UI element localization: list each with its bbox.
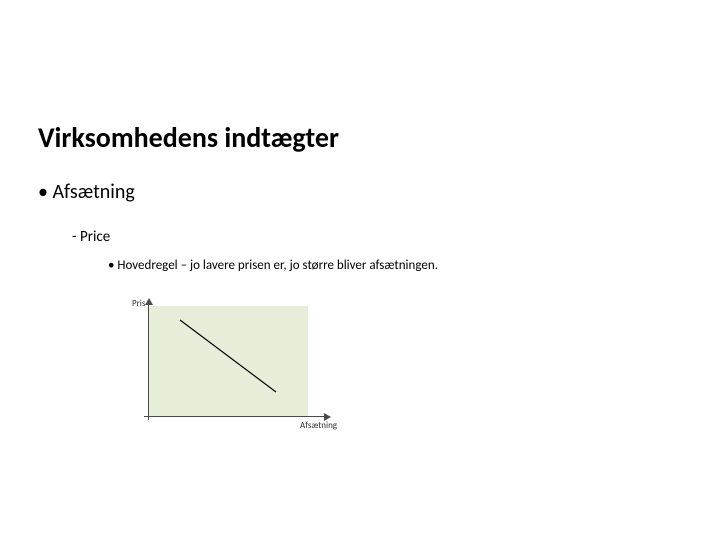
y-axis-label: Pris — [132, 298, 145, 309]
bullet-level-1: • Afsætning — [38, 180, 135, 204]
bullet-level-3: • Hovedregel – jo lavere prisen er, jo s… — [108, 258, 438, 273]
x-axis — [144, 416, 326, 417]
demand-chart: Pris Afsætning — [120, 298, 350, 438]
page-title: Virksomhedens indtægter — [38, 120, 339, 155]
bullet-level-2: - Price — [72, 228, 110, 246]
x-axis-label: Afsætning — [300, 420, 337, 431]
y-axis-arrow-icon — [145, 298, 153, 305]
demand-curve — [148, 306, 308, 416]
